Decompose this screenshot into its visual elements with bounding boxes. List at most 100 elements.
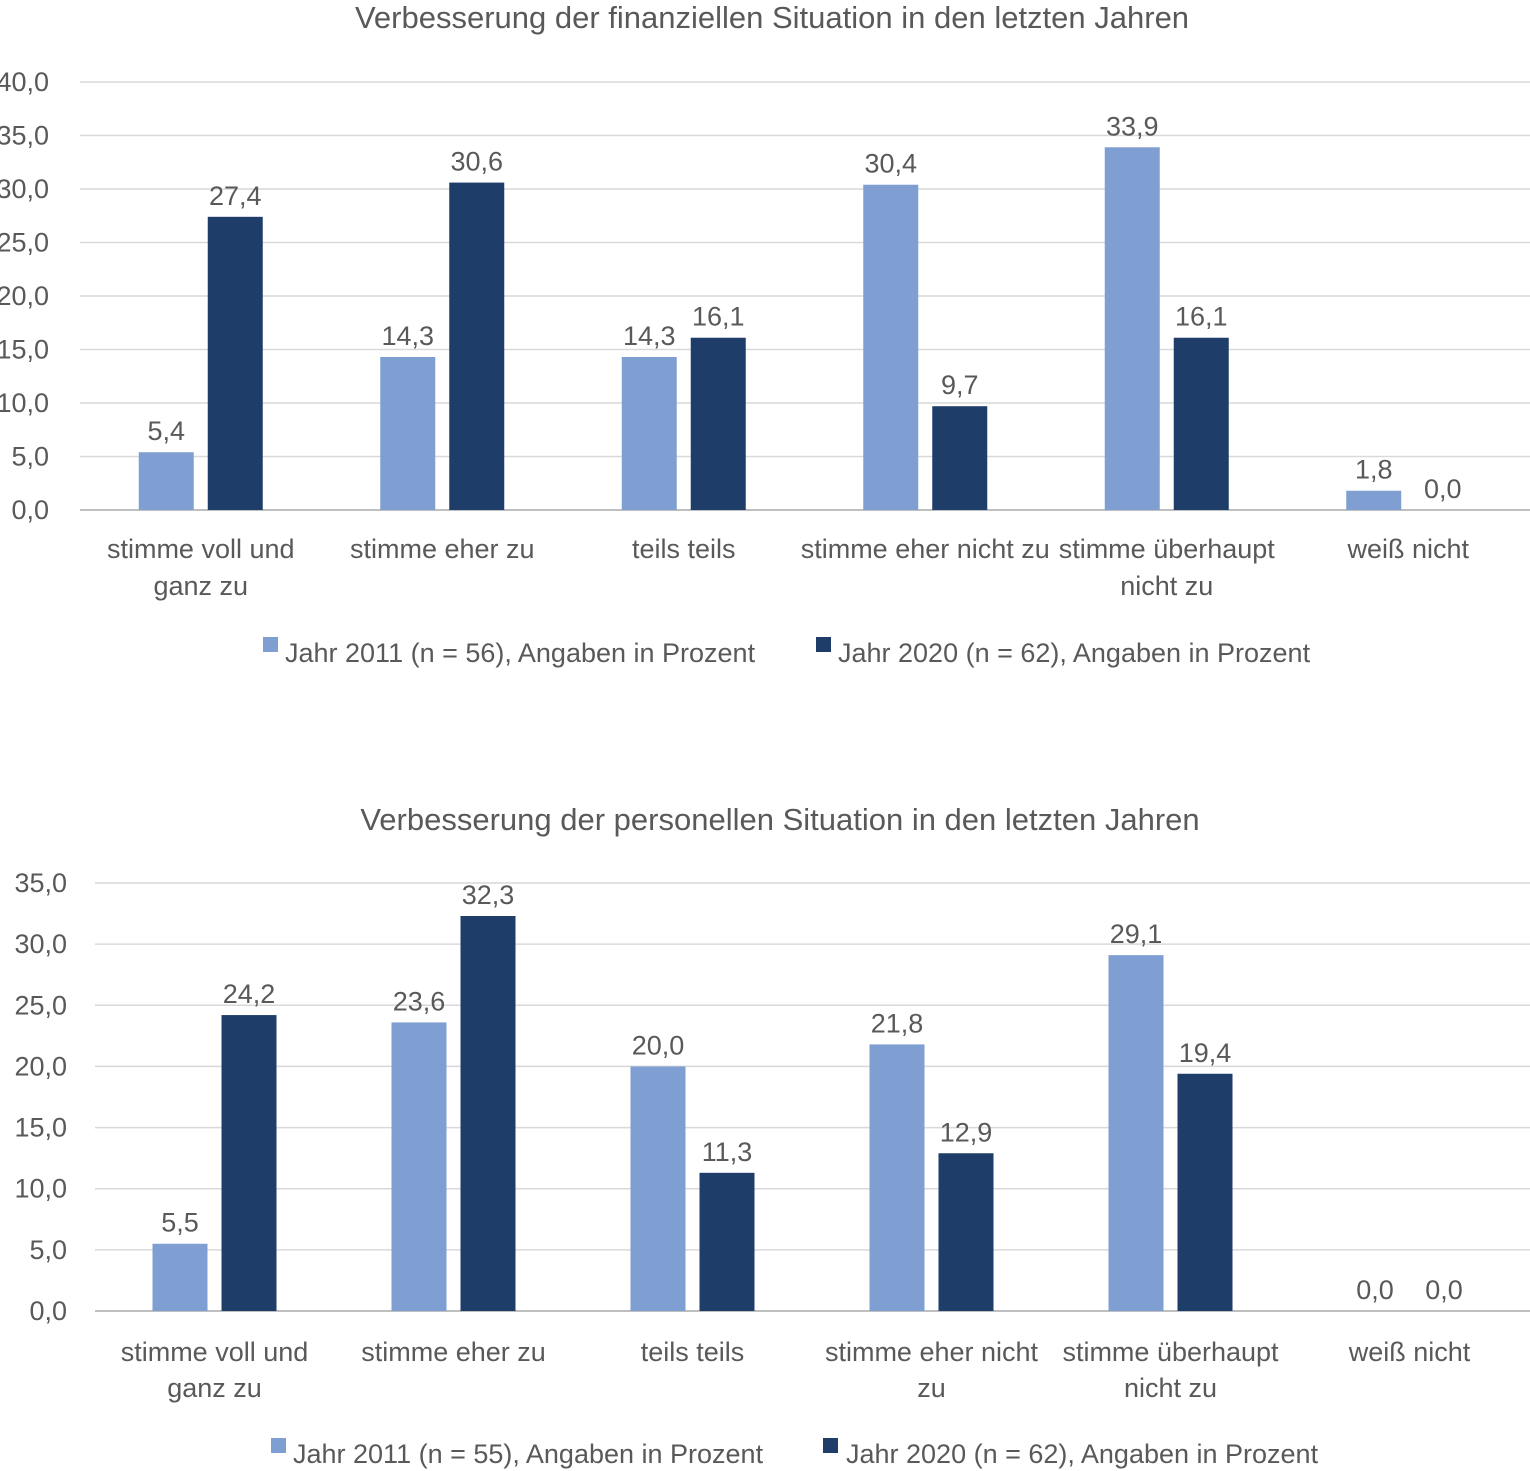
legend-swatch <box>816 637 831 652</box>
data-label: 30,6 <box>450 147 503 177</box>
y-tick-label: 5,0 <box>29 1235 67 1265</box>
category-label-line: weiß nicht <box>1348 1337 1471 1367</box>
legend-label: Jahr 2020 (n = 62), Angaben in Prozent <box>838 638 1311 668</box>
chart-personnel: Verbesserung der personellen Situation i… <box>14 802 1530 1469</box>
bar-2011 <box>1108 955 1164 1311</box>
bar-2020 <box>207 216 263 510</box>
y-tick-label: 40,0 <box>0 67 49 97</box>
data-label: 9,7 <box>941 370 979 400</box>
category-label-line: stimme voll und <box>107 534 295 564</box>
bar-2011 <box>630 1066 686 1311</box>
y-tick-label: 25,0 <box>0 228 49 258</box>
data-label: 12,9 <box>940 1117 993 1147</box>
data-label: 5,5 <box>161 1208 199 1238</box>
category-label: stimme eher zu <box>350 534 535 564</box>
category-label-line: stimme überhaupt <box>1059 534 1276 564</box>
category-label: stimme überhaupt nicht zu <box>1059 534 1276 601</box>
bar-2020 <box>938 1153 994 1311</box>
legend-swatch <box>263 637 278 652</box>
chart-title: Verbesserung der finanziellen Situation … <box>355 0 1189 35</box>
data-label: 20,0 <box>632 1030 685 1060</box>
bar-2011 <box>380 356 436 510</box>
category-label: teils teils <box>632 534 736 564</box>
category-label-line: stimme eher nicht <box>825 1337 1039 1367</box>
data-label: 33,9 <box>1106 111 1159 141</box>
y-tick-label: 30,0 <box>14 929 67 959</box>
y-tick-label: 20,0 <box>14 1051 67 1081</box>
legend-swatch <box>271 1438 286 1453</box>
category-label: stimme voll und ganz zu <box>107 534 295 601</box>
y-tick-label: 35,0 <box>14 868 67 898</box>
category-label-line: nicht zu <box>1120 571 1213 601</box>
bar-2011 <box>138 452 194 510</box>
category-label-line: stimme eher nicht zu <box>801 534 1050 564</box>
data-label: 0,0 <box>1424 474 1462 504</box>
bar-2011 <box>1104 147 1160 510</box>
data-label: 11,3 <box>702 1137 753 1167</box>
bar-2011 <box>1346 490 1402 510</box>
y-tick-label: 15,0 <box>0 335 49 365</box>
data-label: 1,8 <box>1355 455 1393 485</box>
y-tick-label: 10,0 <box>14 1174 67 1204</box>
category-label-line: ganz zu <box>167 1373 262 1403</box>
category-label-line: weiß nicht <box>1346 534 1469 564</box>
y-tick-label: 20,0 <box>0 281 49 311</box>
bar-2020 <box>1173 337 1229 510</box>
bar-2011 <box>391 1022 447 1311</box>
category-label-line: stimme eher zu <box>350 534 535 564</box>
y-tick-label: 0,0 <box>11 495 49 525</box>
data-label: 23,6 <box>393 986 446 1016</box>
category-label: weiß nicht <box>1346 534 1469 564</box>
category-label-line: stimme voll und <box>121 1337 309 1367</box>
y-tick-label: 15,0 <box>14 1113 67 1143</box>
data-label: 32,3 <box>462 880 515 910</box>
category-label-line: stimme eher zu <box>361 1337 546 1367</box>
data-label: 16,1 <box>692 302 745 332</box>
y-tick-label: 10,0 <box>0 388 49 418</box>
legend-label: Jahr 2011 (n = 55), Angaben in Prozent <box>293 1439 764 1469</box>
data-label: 24,2 <box>223 979 276 1009</box>
data-label: 19,4 <box>1179 1038 1232 1068</box>
bar-2020 <box>690 337 746 510</box>
category-label: weiß nicht <box>1348 1337 1471 1367</box>
category-label: teils teils <box>641 1337 745 1367</box>
data-label: 0,0 <box>1425 1275 1463 1305</box>
category-label-line: ganz zu <box>153 571 248 601</box>
bar-2020 <box>449 182 505 510</box>
bar-2020 <box>932 406 988 510</box>
category-label: stimme überhaupt nicht zu <box>1062 1337 1279 1403</box>
data-label: 5,4 <box>147 416 185 446</box>
category-label: stimme eher nicht zu <box>801 534 1050 564</box>
y-tick-label: 35,0 <box>0 121 49 151</box>
bar-2011 <box>863 184 919 510</box>
category-label-line: nicht zu <box>1124 1373 1217 1403</box>
bar-2020 <box>1177 1073 1233 1311</box>
category-label: stimme eher zu <box>361 1337 546 1367</box>
category-label: stimme eher nicht zu <box>825 1337 1039 1403</box>
data-label: 29,1 <box>1110 919 1163 949</box>
category-label-line: stimme überhaupt <box>1062 1337 1279 1367</box>
bar-2020 <box>221 1015 277 1311</box>
data-label: 30,4 <box>864 149 917 179</box>
data-label: 27,4 <box>209 181 262 211</box>
legend-swatch <box>823 1438 838 1453</box>
chart-financial: Verbesserung der finanziellen Situation … <box>0 0 1530 668</box>
y-tick-label: 30,0 <box>0 174 49 204</box>
y-tick-label: 25,0 <box>14 990 67 1020</box>
bar-2011 <box>869 1044 925 1311</box>
category-label-line: zu <box>917 1373 946 1403</box>
bar-2011 <box>621 356 677 510</box>
legend-label: Jahr 2020 (n = 62), Angaben in Prozent <box>846 1439 1319 1469</box>
data-label: 14,3 <box>623 321 676 351</box>
y-tick-label: 0,0 <box>29 1296 67 1326</box>
data-label: 0,0 <box>1356 1275 1394 1305</box>
data-label: 14,3 <box>381 321 434 351</box>
bar-2020 <box>699 1172 755 1311</box>
category-label-line: teils teils <box>632 534 736 564</box>
data-label: 16,1 <box>1175 302 1228 332</box>
category-label-line: teils teils <box>641 1337 745 1367</box>
data-label: 21,8 <box>871 1008 924 1038</box>
category-label: stimme voll und ganz zu <box>121 1337 309 1403</box>
y-tick-label: 5,0 <box>11 442 49 472</box>
